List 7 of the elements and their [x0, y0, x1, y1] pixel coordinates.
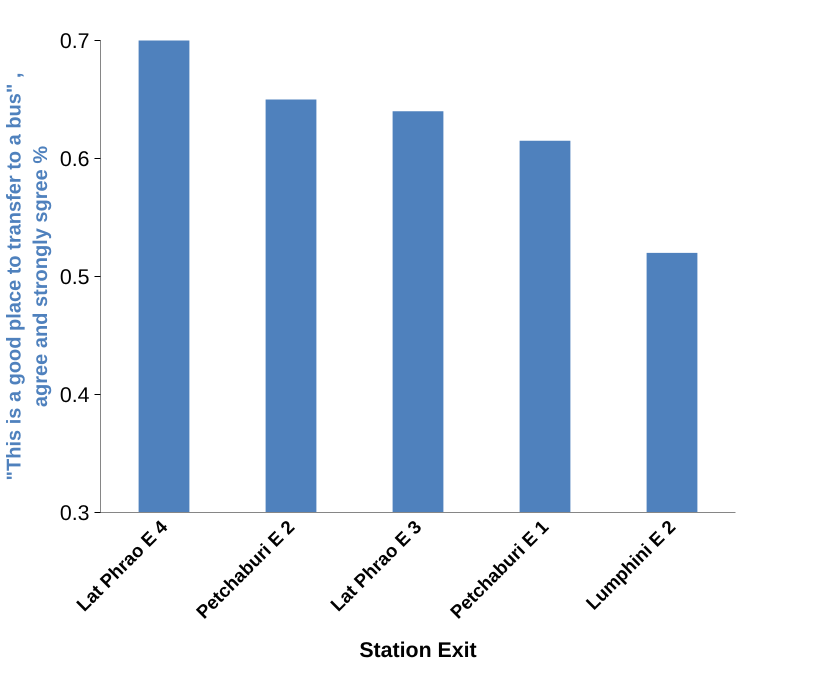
- y-tick-label: 0.4: [60, 383, 90, 407]
- y-tick-label: 0.5: [60, 265, 90, 289]
- y-tick-label: 0.7: [60, 29, 90, 53]
- y-axis-title: "This is a good place to transfer to a bus" , agree and strongly sgree %: [3, 72, 52, 480]
- x-axis-title: Station Exit: [359, 638, 477, 662]
- y-tick-label: 0.6: [60, 147, 90, 171]
- y-tick-label: 0.3: [60, 501, 90, 525]
